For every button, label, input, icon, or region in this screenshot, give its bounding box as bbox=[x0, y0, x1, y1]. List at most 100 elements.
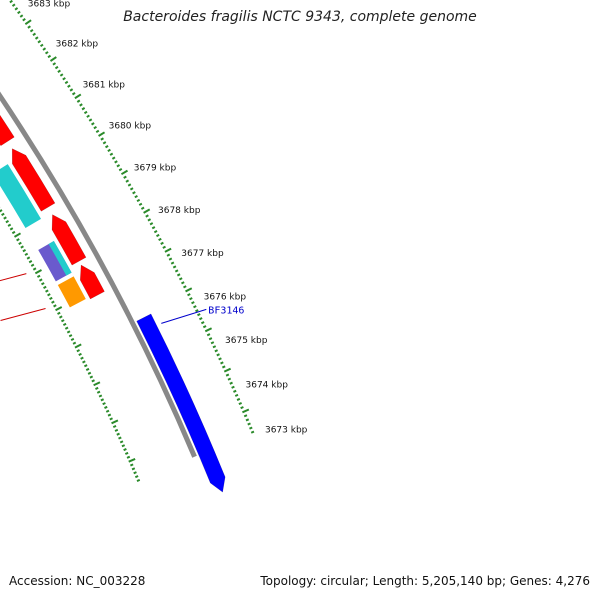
forward-cds-arrow-3 bbox=[11, 148, 56, 212]
inner-tick-106 bbox=[112, 424, 117, 429]
inner-tick-50 bbox=[3, 216, 7, 220]
forward-cds-arrow-2 bbox=[0, 114, 15, 147]
outer-tick-87 bbox=[189, 297, 193, 301]
inner-tick-79 bbox=[62, 322, 67, 327]
outer-tick-51 bbox=[111, 156, 116, 160]
inner-tick-91 bbox=[85, 367, 90, 372]
inner-tick-67 bbox=[38, 278, 43, 282]
inner-tick-110 bbox=[119, 440, 124, 444]
outer-tick-94 bbox=[202, 325, 207, 329]
outer-tick-71 bbox=[156, 233, 160, 238]
outer-tick-28 bbox=[57, 69, 61, 73]
outer-tick-21 bbox=[39, 43, 44, 48]
tick-label-1: 3682 kbp bbox=[56, 40, 99, 50]
inner-tick-68 bbox=[41, 282, 45, 286]
outer-tick-104 bbox=[221, 365, 226, 369]
inner-tick-108 bbox=[116, 432, 120, 436]
outer-tick-73 bbox=[160, 241, 164, 245]
inner-tick-118 bbox=[133, 471, 137, 475]
outer-tick-111 bbox=[234, 393, 239, 397]
outer-tick-track bbox=[9, 0, 255, 434]
inner-tick-73 bbox=[51, 300, 55, 304]
gene-leader-3 bbox=[0, 273, 27, 282]
inner-tick-70 bbox=[45, 289, 49, 293]
outer-tick-88 bbox=[191, 301, 195, 305]
inner-tick-92 bbox=[87, 371, 92, 375]
inner-tick-94 bbox=[91, 379, 95, 383]
inner-tick-112 bbox=[123, 448, 127, 452]
outer-tick-98 bbox=[210, 341, 215, 345]
outer-tick-43 bbox=[93, 125, 97, 130]
outer-tick-69 bbox=[151, 226, 156, 230]
outer-tick-63 bbox=[138, 202, 143, 206]
inner-tick-72 bbox=[49, 296, 53, 301]
inner-tick-55 bbox=[13, 232, 22, 238]
tick-label-2: 3681 kbp bbox=[83, 80, 126, 90]
outer-tick-99 bbox=[212, 345, 217, 349]
outer-tick-33 bbox=[69, 88, 74, 92]
outer-tick-81 bbox=[176, 273, 181, 277]
outer-tick-58 bbox=[127, 183, 132, 187]
inner-tick-81 bbox=[66, 330, 71, 334]
inner-tick-52 bbox=[7, 223, 12, 227]
outer-tick-89 bbox=[193, 305, 197, 309]
outer-tick-40 bbox=[86, 114, 90, 118]
inner-tick-61 bbox=[26, 256, 31, 260]
inner-tick-59 bbox=[22, 249, 27, 253]
backbone-line bbox=[0, 91, 197, 458]
inner-tick-57 bbox=[18, 241, 22, 245]
inner-tick-78 bbox=[60, 319, 65, 323]
outer-tick-65 bbox=[143, 208, 151, 214]
inner-tick-117 bbox=[131, 467, 136, 471]
outer-tick-46 bbox=[100, 137, 104, 141]
inner-tick-90 bbox=[83, 364, 88, 368]
inner-tick-95 bbox=[93, 381, 101, 387]
inner-tick-74 bbox=[53, 304, 57, 308]
outer-tick-62 bbox=[136, 198, 141, 203]
outer-tick-52 bbox=[114, 160, 118, 164]
inner-tick-49 bbox=[1, 212, 5, 217]
outer-tick-95 bbox=[204, 327, 213, 333]
inner-tick-114 bbox=[126, 455, 131, 459]
outer-tick-17 bbox=[29, 29, 34, 33]
outer-tick-39 bbox=[83, 110, 88, 115]
outer-tick-86 bbox=[187, 293, 191, 297]
outer-tick-44 bbox=[95, 129, 100, 134]
map-title: Bacteroides fragilis NCTC 9343, complete… bbox=[123, 9, 477, 25]
tick-labels: 3683 kbp 3682 kbp 3681 kbp 3680 kbp 3679 kbp… bbox=[28, 0, 308, 435]
outer-tick-30 bbox=[62, 77, 66, 81]
outer-tick-116 bbox=[243, 414, 248, 418]
outer-tick-14 bbox=[22, 18, 26, 22]
outer-tick-26 bbox=[52, 62, 57, 66]
outer-tick-102 bbox=[218, 357, 222, 361]
inner-tick-105 bbox=[111, 419, 119, 425]
tick-label-9: 3674 kbp bbox=[246, 381, 289, 391]
outer-tick-114 bbox=[240, 406, 244, 410]
inner-tick-103 bbox=[107, 413, 112, 417]
cog-block-teal-2 bbox=[48, 241, 72, 276]
inner-tick-track bbox=[0, 206, 141, 482]
outer-tick-15 bbox=[24, 19, 32, 26]
tick-label-10: 3673 kbp bbox=[265, 425, 308, 435]
inner-tick-88 bbox=[80, 356, 84, 360]
outer-tick-84 bbox=[183, 285, 187, 289]
outer-tick-74 bbox=[162, 245, 166, 249]
inner-tick-97 bbox=[96, 390, 101, 394]
outer-tick-76 bbox=[166, 253, 171, 257]
outer-tick-85 bbox=[185, 287, 193, 293]
outer-tick-64 bbox=[140, 206, 145, 210]
outer-tick-90 bbox=[195, 309, 199, 313]
outer-tick-32 bbox=[67, 84, 71, 88]
reverse-cds-arrow-1 bbox=[136, 313, 226, 493]
outer-tick-24 bbox=[47, 54, 52, 59]
outer-tick-93 bbox=[200, 321, 205, 325]
outer-tick-38 bbox=[81, 107, 86, 111]
outer-tick-101 bbox=[216, 353, 220, 357]
outer-tick-50 bbox=[109, 152, 114, 156]
inner-tick-104 bbox=[109, 417, 113, 421]
outer-tick-29 bbox=[59, 73, 64, 77]
outer-tick-115 bbox=[242, 408, 250, 414]
inner-tick-82 bbox=[68, 334, 73, 338]
outer-tick-35 bbox=[74, 93, 82, 100]
outer-tick-80 bbox=[174, 269, 179, 273]
